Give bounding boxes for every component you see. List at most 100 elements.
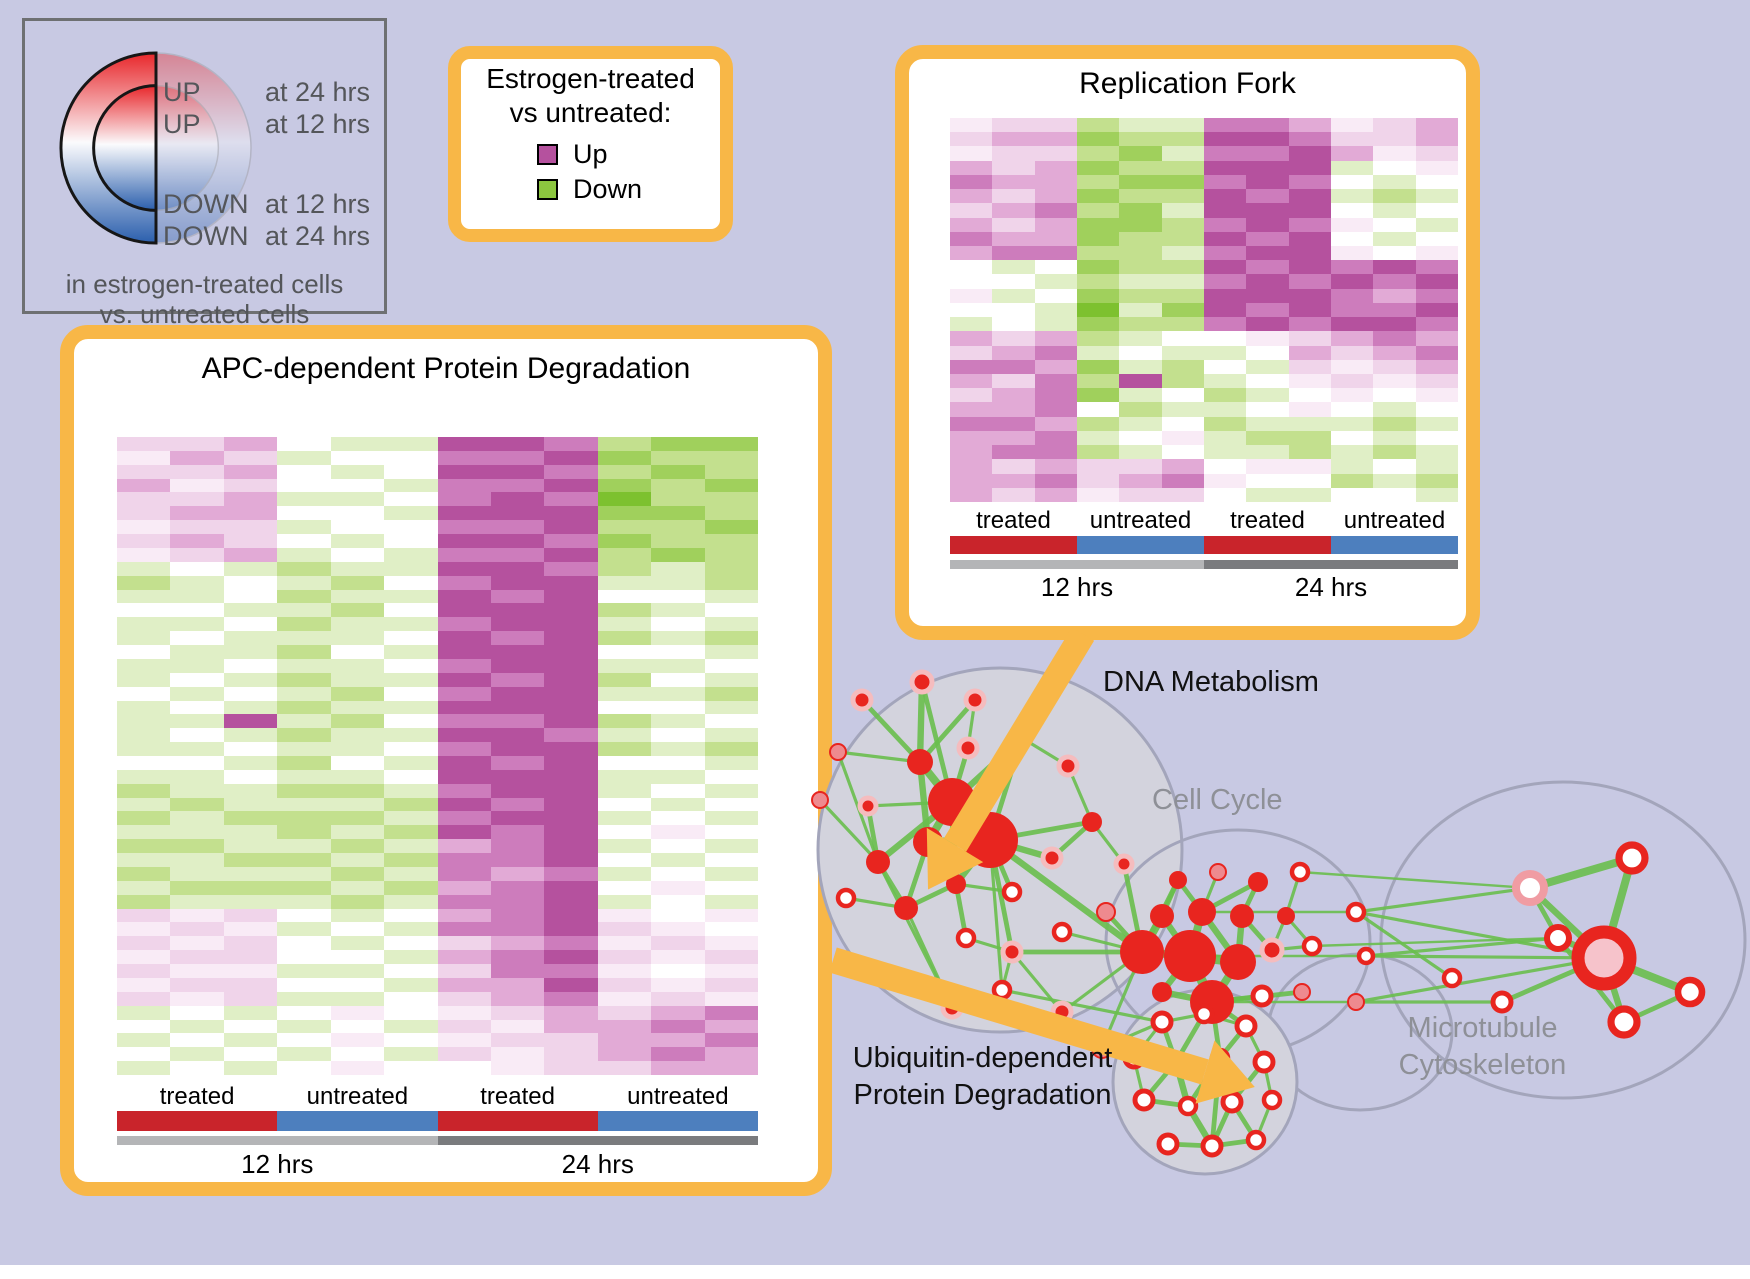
network-edge (1526, 854, 1636, 892)
network-edge (836, 750, 922, 764)
network-node (1050, 1000, 1074, 1024)
ubiquitin-label: Ubiquitin-dependent Protein Degradation (850, 1040, 1115, 1114)
network-edge (1354, 886, 1532, 914)
network-edge (1298, 870, 1532, 890)
network-node (1261, 1089, 1283, 1111)
ring-legend-row: UP at 12 hrs (163, 109, 370, 139)
network-node (1615, 841, 1649, 875)
network-edge (1209, 1137, 1259, 1149)
network-edge (1202, 1012, 1248, 1028)
network-edge (953, 881, 969, 941)
group-label: treated (1230, 507, 1305, 534)
apc-panel: APC-dependent Protein Degradation treate… (60, 325, 832, 1196)
network-node (991, 979, 1013, 1001)
down-color-swatch (537, 179, 558, 200)
replication-fork-heatmap (950, 118, 1458, 502)
network-edge (1200, 870, 1220, 914)
apc-heatmap (117, 437, 758, 1075)
network-node (1209, 1047, 1231, 1069)
network-edge (1160, 1012, 1206, 1024)
network-edge (876, 860, 954, 1010)
apc-condition-bars (117, 1111, 758, 1131)
ring-time-label: at 24 hrs (264, 220, 370, 251)
network-edge (964, 936, 1014, 954)
network-node (1132, 1088, 1156, 1112)
network-node (1150, 904, 1174, 928)
network-edge (1284, 870, 1302, 918)
network-node (1152, 982, 1172, 1002)
network-edge (1262, 1060, 1274, 1102)
group-label: untreated (1343, 507, 1446, 534)
network-node (1200, 1134, 1224, 1158)
replication-fork-panel: Replication Fork treated untreated treat… (895, 45, 1480, 640)
network-edge (1159, 1019, 1179, 1065)
network-edge (1020, 736, 1070, 768)
network-node (1230, 904, 1254, 928)
network-edge (1121, 861, 1145, 955)
network-edge (988, 838, 1004, 992)
ring-caption-line1: in estrogen-treated cells (65, 269, 344, 299)
apc-group-labels: treated untreated treated untreated (117, 1083, 758, 1111)
network-edge (987, 837, 1015, 895)
network-node (1441, 967, 1463, 989)
network-edge (1139, 877, 1181, 955)
network-edge (1209, 999, 1249, 1029)
ring-dir-label: UP (163, 108, 201, 139)
network-edge (1310, 936, 1560, 948)
network-node (1011, 727, 1033, 749)
ubiquitin-label-line2: Protein Degradation (853, 1079, 1112, 1111)
network-node (1543, 923, 1573, 953)
network-edge (859, 697, 923, 765)
callout-arrow-shaft (943, 627, 1095, 852)
network-edge (1172, 1058, 1192, 1110)
group-label: untreated (1089, 507, 1192, 534)
network-edge (1229, 1099, 1259, 1143)
network-edge (919, 679, 955, 805)
network-node (1512, 870, 1548, 906)
network-node (1156, 1132, 1180, 1156)
cluster-cell-cycle (1104, 828, 1372, 1056)
network-edge (1103, 909, 1145, 955)
cell-cycle-label: Cell Cycle (1152, 784, 1283, 816)
network-node (1169, 871, 1187, 889)
network-node (1674, 976, 1706, 1008)
network-node (1289, 861, 1311, 883)
network-node (1293, 983, 1311, 1001)
network-node (1056, 754, 1080, 778)
network-edge (1184, 1102, 1216, 1150)
network-edge (1100, 950, 1144, 1050)
network-node (1188, 898, 1216, 926)
network-edge (987, 837, 1015, 955)
network-node (1120, 930, 1164, 974)
ring-legend-box: UP at 24 hrs UP at 12 hrs DOWN at 12 hrs… (22, 18, 387, 329)
network-edge (1141, 1097, 1191, 1109)
network-node (1165, 1051, 1187, 1073)
network-node (1277, 907, 1295, 925)
network-edge (1010, 950, 1064, 1014)
network-node (1082, 812, 1102, 832)
network-edge (1132, 1056, 1146, 1102)
network-edge (1060, 930, 1144, 954)
network-node (1490, 990, 1514, 1014)
network-edge (865, 803, 881, 865)
estrogen-legend-box: Estrogen-treated vs untreated: Up Down (448, 46, 733, 242)
network-edge (1270, 944, 1314, 952)
estrogen-legend-title-line2: vs untreated: (509, 97, 672, 128)
network-edge (952, 836, 994, 888)
network-node (1356, 946, 1376, 966)
network-node (1571, 925, 1637, 991)
network-edge (904, 906, 954, 1010)
network-edge (986, 836, 1056, 862)
ring-dir-label: DOWN (163, 220, 249, 251)
network-edge (916, 758, 932, 846)
network-node (1096, 902, 1116, 922)
estrogen-legend-title-line1: Estrogen-treated (486, 63, 695, 94)
network-node (1177, 1095, 1199, 1117)
network-edge (1239, 913, 1275, 953)
network-edge (954, 882, 1014, 894)
network-edge (1354, 910, 1454, 980)
network-node (1345, 901, 1367, 923)
time-label: 12 hrs (1040, 572, 1114, 602)
network-edge (866, 800, 954, 808)
